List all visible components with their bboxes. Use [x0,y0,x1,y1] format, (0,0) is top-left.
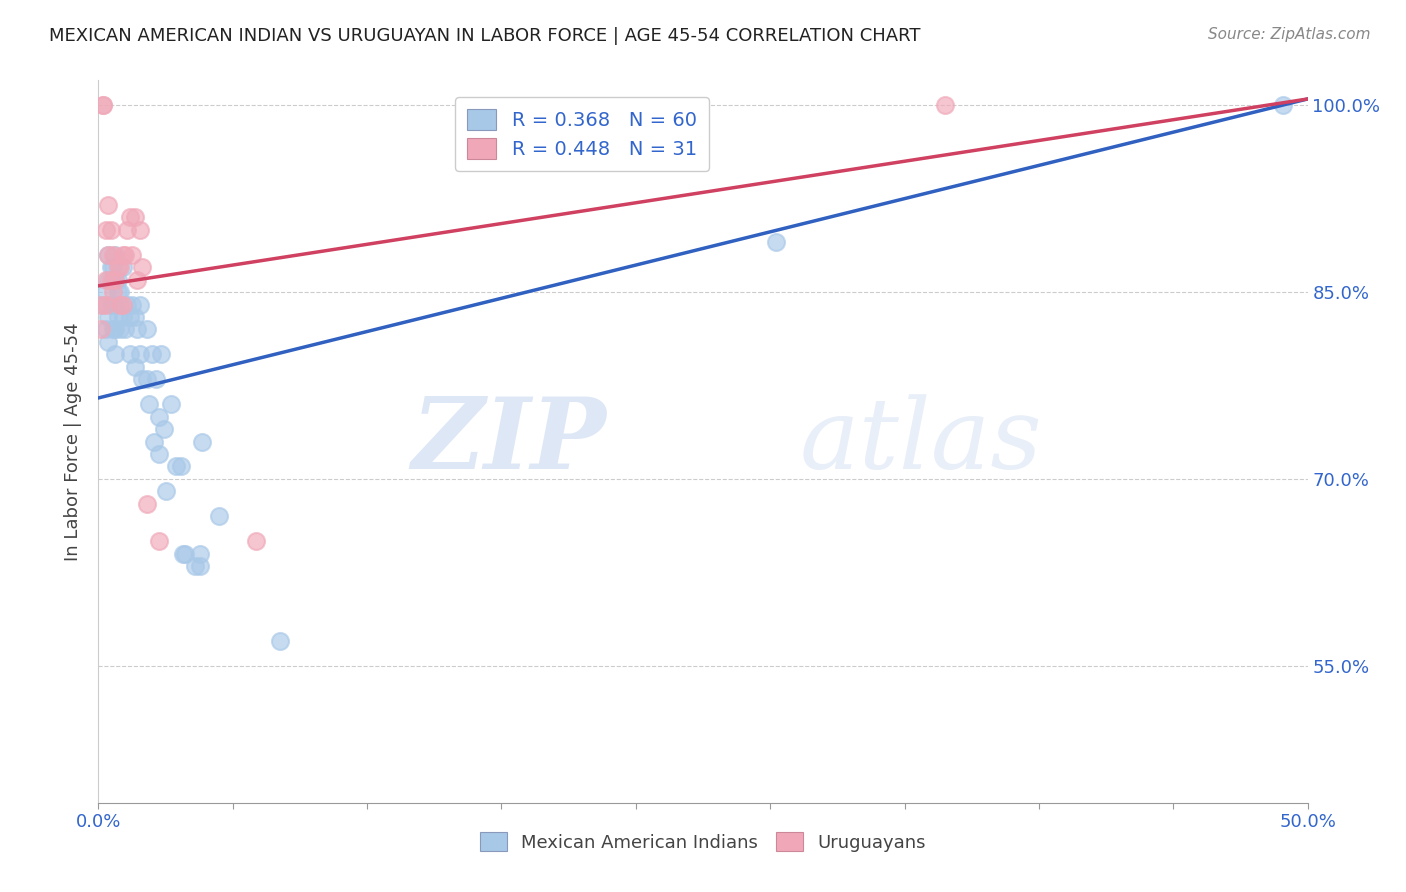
Point [108,285,131,299]
Point [111,248,134,262]
Point [188,559,211,574]
Point [127,322,149,336]
Point [148,447,170,461]
Point [128,223,150,237]
Point [145,372,167,386]
Point [188,547,211,561]
Point [174,547,197,561]
Point [101,297,124,311]
Point [118,347,141,361]
Point [97,248,120,262]
Point [127,272,149,286]
Point [100,297,122,311]
Point [135,322,157,336]
Point [104,248,127,262]
Point [269,633,291,648]
Point [160,397,183,411]
Point [108,297,131,311]
Point [118,211,141,225]
Point [107,310,129,324]
Point [765,235,787,250]
Point [94,322,117,336]
Point [91,297,114,311]
Point [101,272,124,286]
Point [111,297,134,311]
Y-axis label: In Labor Force | Age 45-54: In Labor Force | Age 45-54 [63,322,82,561]
Point [138,397,160,411]
Point [155,484,177,499]
Point [124,359,146,374]
Point [94,223,117,237]
Point [101,260,124,274]
Text: atlas: atlas [800,394,1042,489]
Point [148,534,170,549]
Point [245,534,267,549]
Point [100,260,122,274]
Point [100,272,122,286]
Point [124,211,146,225]
Point [121,248,143,262]
Point [152,422,174,436]
Point [143,434,166,449]
Point [934,98,956,112]
Point [94,285,117,299]
Point [107,285,129,299]
Point [97,272,120,286]
Point [97,334,120,349]
Point [165,459,187,474]
Point [107,260,129,274]
Text: MEXICAN AMERICAN INDIAN VS URUGUAYAN IN LABOR FORCE | AGE 45-54 CORRELATION CHAR: MEXICAN AMERICAN INDIAN VS URUGUAYAN IN … [49,27,921,45]
Point [100,223,122,237]
Point [114,248,136,262]
Point [208,509,231,524]
Point [104,322,127,336]
Point [101,248,124,262]
Point [172,547,194,561]
Point [111,260,134,274]
Point [108,260,131,274]
Point [150,347,173,361]
Point [91,98,114,112]
Point [117,297,139,311]
Point [108,322,131,336]
Point [184,559,207,574]
Point [104,272,127,286]
Point [169,459,191,474]
Point [114,322,136,336]
Point [124,310,146,324]
Point [148,409,170,424]
Point [121,297,143,311]
Point [94,272,117,286]
Legend: Mexican American Indians, Uruguayans: Mexican American Indians, Uruguayans [472,824,934,859]
Point [191,434,214,449]
Point [131,372,153,386]
Point [90,297,112,311]
Point [94,297,117,311]
Point [135,497,157,511]
Point [107,272,129,286]
Point [101,322,124,336]
Point [97,248,120,262]
Text: Source: ZipAtlas.com: Source: ZipAtlas.com [1208,27,1371,42]
Point [97,310,120,324]
Point [101,285,124,299]
Point [1272,98,1295,112]
Point [97,198,120,212]
Point [128,347,150,361]
Point [128,297,150,311]
Point [131,260,153,274]
Point [104,347,127,361]
Point [118,310,141,324]
Point [90,322,112,336]
Point [111,310,134,324]
Point [91,98,114,112]
Point [117,223,139,237]
Point [135,372,157,386]
Point [104,297,127,311]
Point [104,272,127,286]
Text: ZIP: ZIP [412,393,606,490]
Point [141,347,163,361]
